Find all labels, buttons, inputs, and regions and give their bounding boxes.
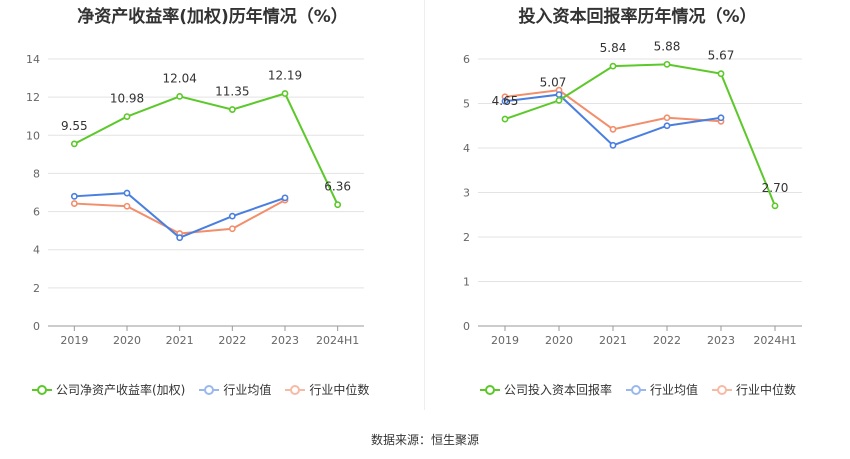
series-line [504, 63, 776, 207]
data-point [176, 234, 184, 242]
x-tick-label: 2020 [545, 334, 573, 347]
data-label: 10.98 [110, 92, 144, 106]
x-tick-label: 2023 [707, 334, 735, 347]
data-point [771, 202, 779, 210]
data-label: 12.04 [162, 71, 196, 85]
legend-line-marker-icon [480, 384, 500, 396]
y-tick-label: 3 [463, 187, 470, 200]
y-tick-label: 10 [26, 129, 40, 142]
legend-item-industry-median[interactable]: 行业中位数 [285, 381, 369, 398]
y-tick-label: 2 [463, 231, 470, 244]
data-point [609, 62, 617, 70]
data-point [123, 189, 131, 197]
data-point [334, 201, 342, 209]
y-tick-label: 1 [463, 276, 470, 289]
x-tick-label: 2022 [653, 334, 681, 347]
roic-chart-legend: 公司投入资本回报率 行业均值 行业中位数 [480, 381, 796, 398]
data-point [501, 97, 509, 105]
y-tick-label: 4 [463, 142, 470, 155]
x-tick-label: 2024H1 [753, 334, 796, 347]
y-tick-label: 8 [33, 167, 40, 180]
series-line [74, 199, 286, 235]
data-point [70, 140, 78, 148]
data-label: 12.19 [268, 69, 302, 83]
legend-label-industry-mean: 行业均值 [223, 383, 272, 397]
roe-chart-legend: 公司净资产收益率(加权) 行业均值 行业中位数 [32, 381, 369, 398]
y-tick-label: 14 [26, 53, 40, 66]
x-tick-label: 2023 [271, 334, 299, 347]
data-point [609, 125, 617, 133]
roic-chart-panel: 投入资本回报率历年情况（%） 0 1 2 3 4 5 6 2019 2020 2021 2022 20… [425, 0, 850, 410]
data-point [123, 202, 131, 210]
data-source-note: 数据来源：恒生聚源 [370, 433, 479, 447]
data-label: 5.84 [600, 41, 627, 55]
legend-label-industry-mean: 行业均值 [650, 383, 699, 397]
data-label: 2.70 [762, 181, 789, 195]
data-point [663, 60, 671, 68]
data-point [609, 141, 617, 149]
legend-line-marker-icon [32, 384, 52, 396]
data-point [123, 113, 131, 120]
data-label: 9.55 [61, 119, 88, 133]
legend-line-marker-icon [285, 384, 306, 396]
x-tick-label: 2019 [491, 334, 519, 347]
data-point [717, 70, 725, 78]
roic-chart-title: 投入资本回报率历年情况（%） [518, 7, 757, 27]
roe-chart-panel: 净资产收益率(加权)历年情况（%） 0 2 4 6 8 10 12 14 2019 2020 202… [0, 0, 425, 410]
legend-line-marker-icon [199, 384, 220, 396]
data-point [70, 192, 78, 200]
y-tick-label: 2 [33, 282, 40, 295]
data-point [70, 200, 78, 207]
data-label: 5.07 [540, 75, 567, 89]
x-tick-label: 2020 [113, 334, 141, 347]
legend-label-company-roic: 公司投入资本回报率 [504, 383, 613, 397]
legend-item-industry-mean[interactable]: 行业均值 [626, 381, 698, 398]
legend-line-marker-icon [626, 384, 647, 396]
legend-label-company-roe: 公司净资产收益率(加权) [56, 383, 186, 397]
legend-label-industry-median: 行业中位数 [736, 383, 797, 397]
data-point [281, 90, 289, 97]
y-tick-label: 0 [33, 320, 40, 333]
legend-item-industry-median[interactable]: 行业中位数 [712, 381, 796, 398]
roic-chart-plot: 0 1 2 3 4 5 6 2019 2020 2021 2022 2023 2024H1 4.65 5.0… [463, 39, 802, 347]
data-point [663, 122, 671, 130]
data-point [717, 114, 725, 122]
data-point [228, 225, 236, 233]
data-label: 5.88 [654, 39, 681, 53]
data-label: 11.35 [215, 85, 249, 99]
y-tick-label: 12 [26, 91, 40, 104]
data-point [555, 91, 563, 98]
legend-label-industry-median: 行业中位数 [309, 383, 370, 397]
data-point [663, 114, 671, 122]
roe-chart-title: 净资产收益率(加权)历年情况（%） [77, 7, 348, 27]
data-label: 4.65 [492, 94, 519, 108]
data-point [555, 96, 563, 104]
x-tick-label: 2024H1 [316, 334, 359, 347]
legend-item-company-roic[interactable]: 公司投入资本回报率 [480, 381, 612, 398]
panel-divider [424, 0, 425, 410]
x-tick-label: 2021 [166, 334, 194, 347]
data-point [176, 92, 184, 100]
series-line [73, 92, 339, 206]
roe-chart-plot: 0 2 4 6 8 10 12 14 2019 2020 2021 2022 2023 2024H1 9.5… [26, 53, 364, 347]
data-point [228, 106, 236, 113]
x-tick-label: 2019 [60, 334, 88, 347]
y-tick-label: 0 [463, 320, 470, 333]
y-tick-label: 5 [463, 98, 470, 111]
legend-item-industry-mean[interactable]: 行业均值 [199, 381, 271, 398]
data-point [281, 194, 289, 202]
data-point [228, 212, 236, 220]
data-label: 5.67 [708, 49, 735, 63]
x-tick-label: 2022 [218, 334, 246, 347]
y-tick-label: 4 [33, 244, 40, 257]
data-label: 6.36 [324, 180, 351, 194]
y-tick-label: 6 [463, 53, 470, 66]
data-point [501, 115, 509, 123]
y-tick-label: 6 [33, 206, 40, 219]
legend-item-company-roe[interactable]: 公司净资产收益率(加权) [32, 381, 185, 398]
x-tick-label: 2021 [599, 334, 627, 347]
legend-line-marker-icon [712, 384, 733, 396]
